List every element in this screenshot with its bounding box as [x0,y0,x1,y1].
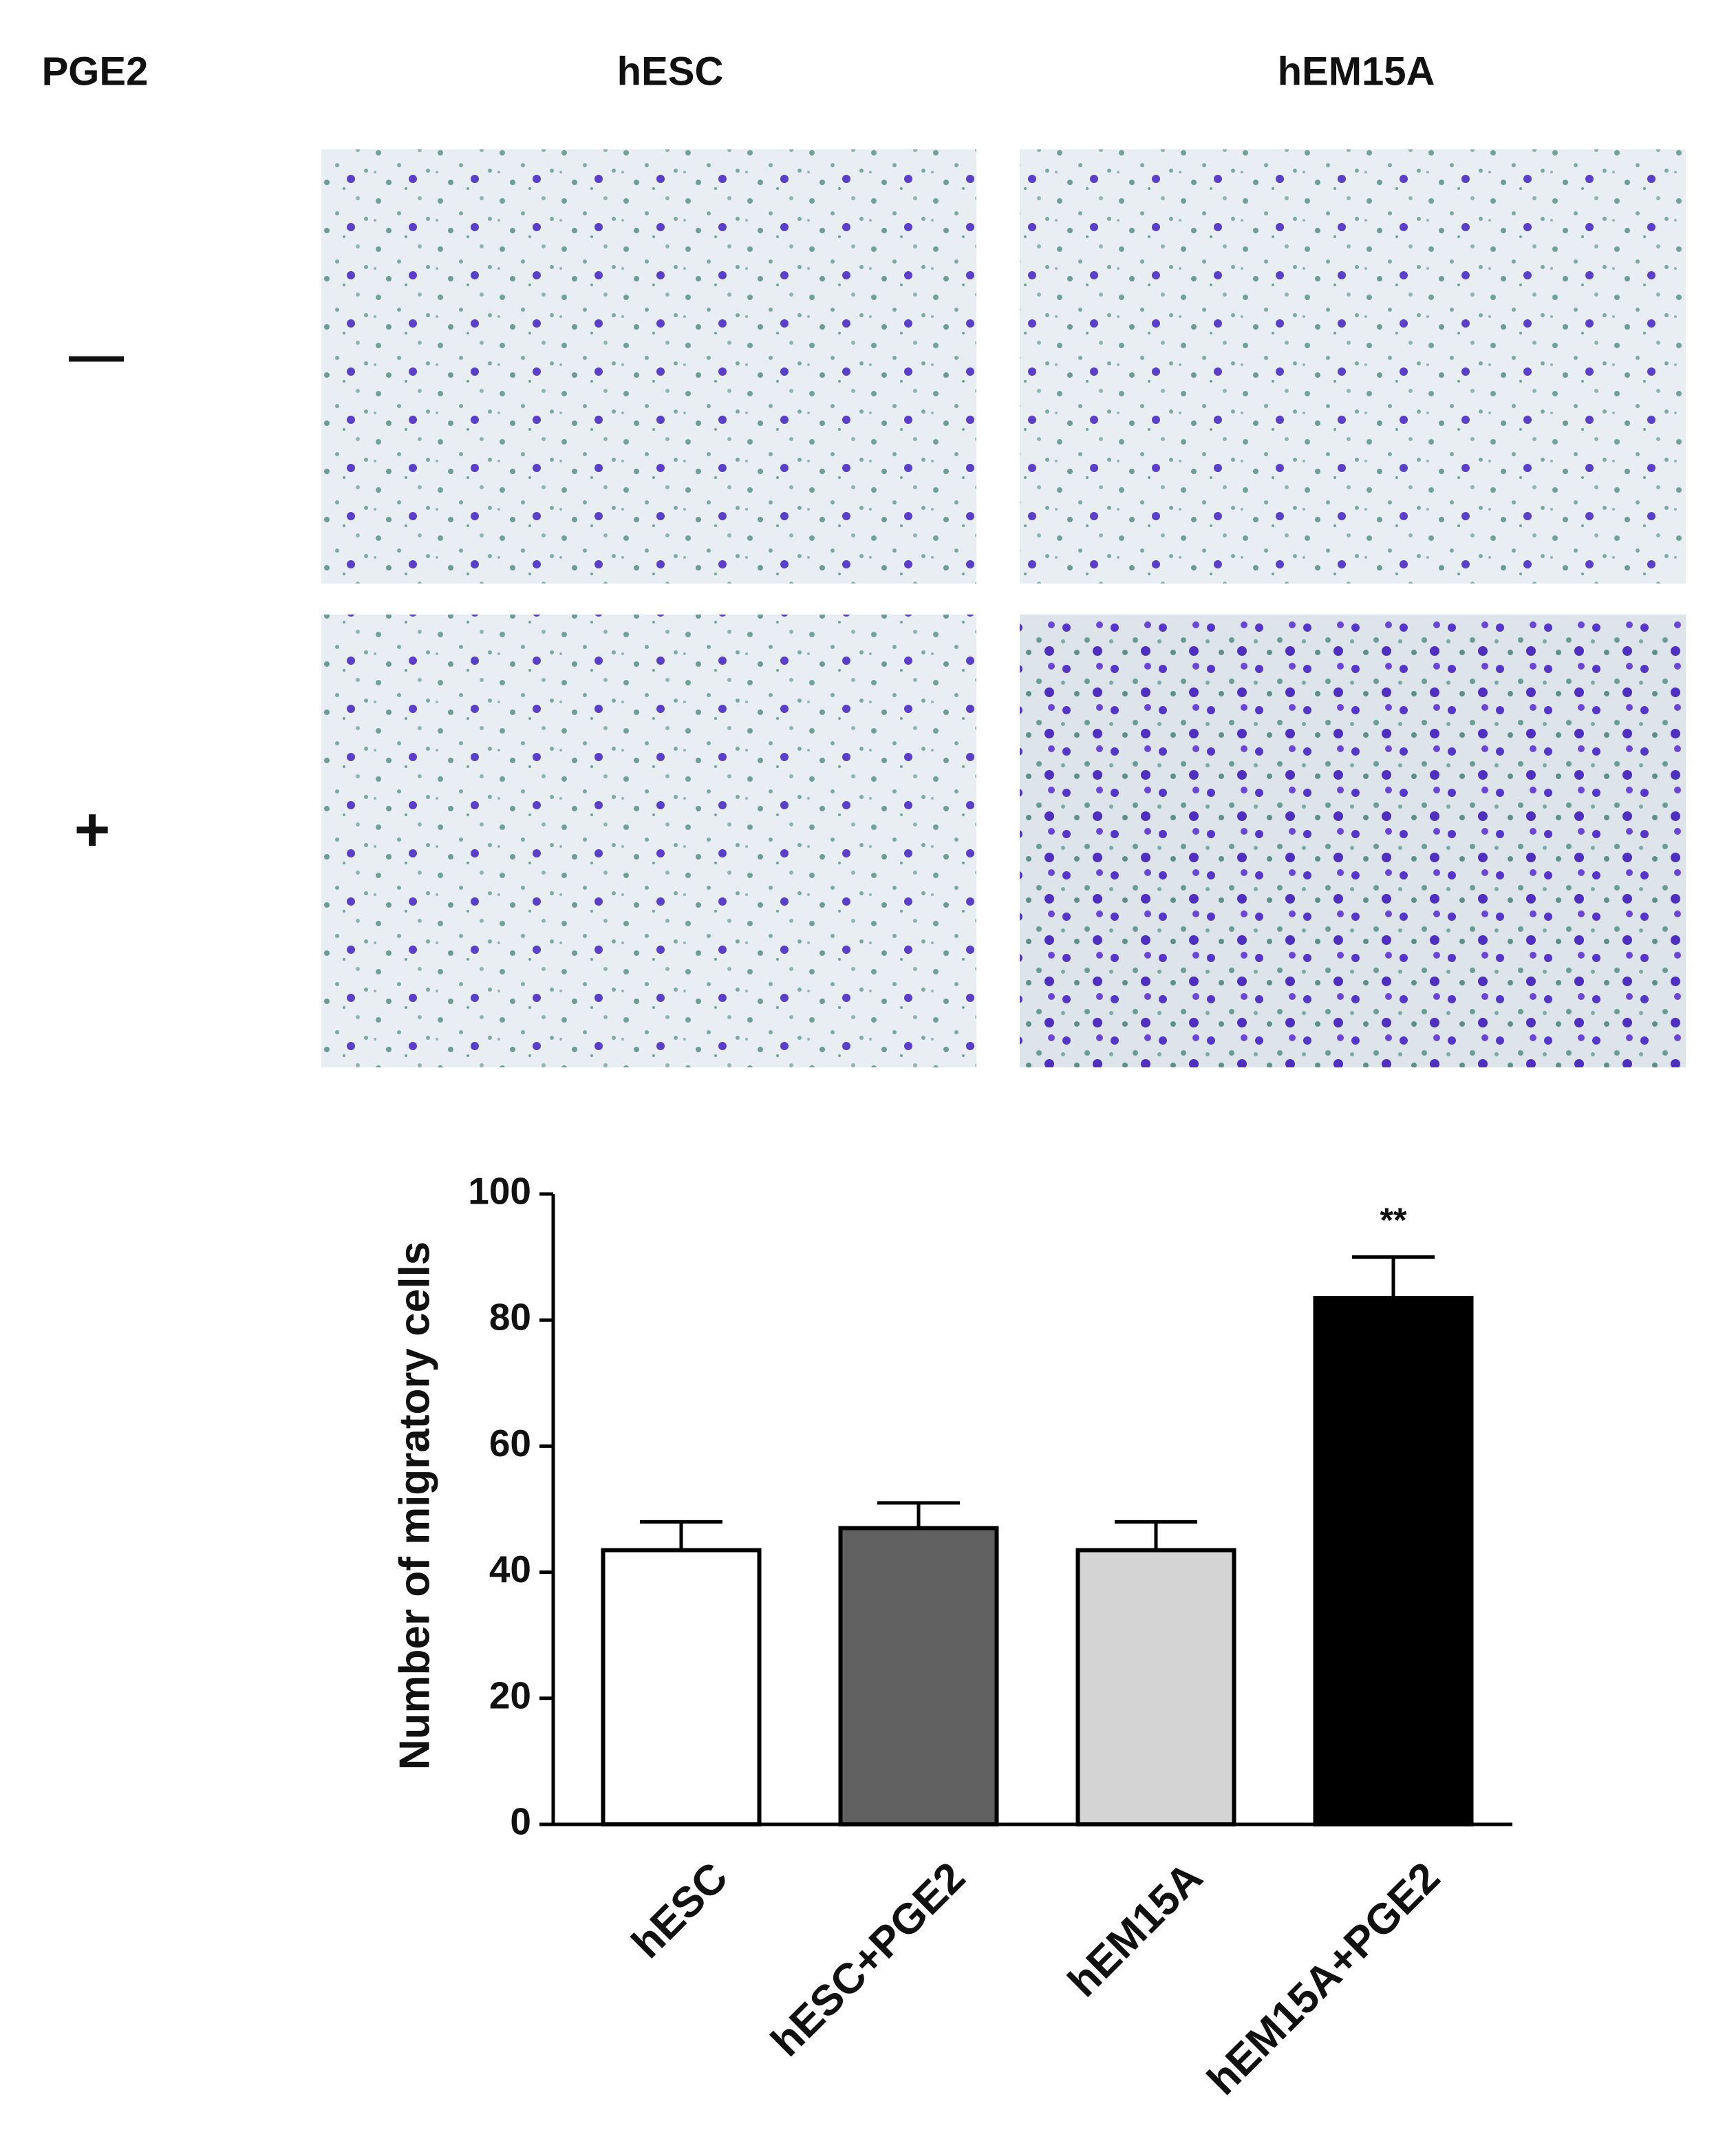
y-tick-label: 20 [489,1674,531,1716]
x-tick-label: hESC [623,1853,737,1968]
x-tick-label: hEM15A [1059,1853,1212,2006]
micrograph [321,149,976,584]
micrograph [1020,149,1686,584]
header: hEM15A [1278,49,1435,94]
y-tick-label: 100 [468,1170,531,1213]
y-tick-label: 0 [510,1800,531,1843]
x-tick-label: hESC+PGE2 [762,1853,974,2065]
row-label: — [69,324,124,385]
row-label: + [74,796,111,864]
bar [1075,1548,1236,1827]
header: PGE2 [42,49,149,94]
y-axis-label: Number of migratory cells [391,1241,438,1770]
y-tick-label: 60 [489,1422,531,1464]
bar [1313,1296,1474,1826]
micrograph [321,615,976,1067]
annotation: ** [1380,1201,1407,1239]
y-tick-label: 40 [489,1548,531,1590]
x-tick-label: hEM15A+PGE2 [1199,1853,1449,2104]
micrograph [1020,615,1686,1067]
header: hESC [617,49,724,94]
y-tick-label: 80 [489,1296,531,1339]
bar [601,1548,762,1827]
bar [838,1526,999,1826]
